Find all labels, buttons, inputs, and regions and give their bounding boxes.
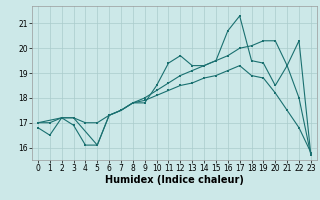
X-axis label: Humidex (Indice chaleur): Humidex (Indice chaleur) <box>105 175 244 185</box>
